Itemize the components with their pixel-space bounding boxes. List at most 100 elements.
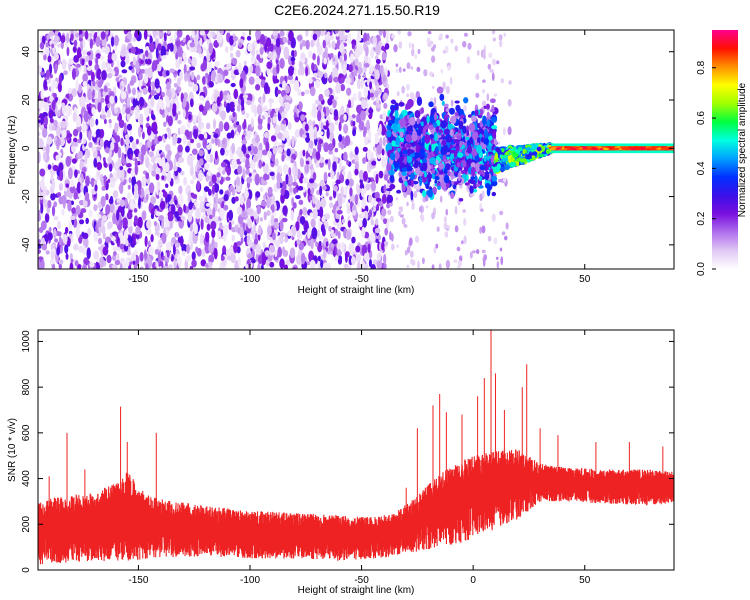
- heatmap-cell: [281, 135, 286, 142]
- heatmap-cell: [50, 173, 54, 182]
- heatmap-cell: [486, 187, 491, 197]
- heatmap-cell: [275, 37, 281, 48]
- heatmap-cell: [319, 161, 324, 168]
- heatmap-cell: [491, 191, 497, 197]
- heatmap-cell: [320, 223, 325, 234]
- heatmap-cell: [124, 38, 130, 43]
- heatmap-cell: [503, 32, 506, 37]
- heatmap-cell: [395, 68, 399, 73]
- heatmap-cell: [322, 262, 329, 269]
- heatmap-cell: [39, 41, 45, 50]
- heatmap-cell: [367, 243, 371, 254]
- heatmap-cell: [427, 188, 433, 198]
- heatmap-cell: [466, 159, 471, 163]
- heatmap-cell: [244, 186, 248, 196]
- heatmap-cell: [435, 159, 439, 165]
- heatmap-cell: [292, 181, 298, 186]
- heatmap-cell: [310, 39, 315, 48]
- heatmap-cell: [329, 196, 333, 201]
- heatmap-cell: [216, 230, 222, 239]
- heatmap-cell: [267, 186, 273, 195]
- heatmap-cell: [371, 160, 377, 166]
- heatmap-cell: [305, 160, 310, 165]
- heatmap-cell: [243, 60, 247, 67]
- heatmap-cell: [255, 65, 261, 77]
- heatmap-cell: [421, 158, 428, 163]
- heatmap-cell: [120, 257, 125, 263]
- heatmap-cell: [198, 46, 202, 55]
- heatmap-cell: [219, 189, 224, 195]
- heatmap-cell: [109, 195, 114, 204]
- heatmap-cell: [256, 204, 262, 215]
- heatmap-cell: [107, 156, 113, 164]
- heatmap-cell: [40, 71, 45, 76]
- heatmap-cell: [182, 51, 187, 60]
- heatmap-cell: [54, 63, 58, 70]
- heatmap-cell: [250, 117, 254, 128]
- heatmap-cell: [238, 42, 243, 48]
- heatmap-cell: [83, 138, 87, 145]
- heatmap-cell: [411, 259, 416, 266]
- heatmap-cell: [174, 243, 180, 248]
- heatmap-cell: [361, 226, 366, 239]
- heatmap-cell: [65, 155, 72, 167]
- heatmap-cell: [58, 183, 63, 192]
- heatmap-cell: [344, 30, 351, 33]
- heatmap-cell: [52, 164, 59, 172]
- heatmap-cell: [401, 217, 406, 225]
- heatmap-cell: [217, 167, 222, 172]
- heatmap-cell: [397, 123, 401, 131]
- heatmap-cell: [491, 30, 496, 35]
- heatmap-cell: [262, 163, 269, 174]
- heatmap-cell: [271, 153, 276, 163]
- heatmap-cell: [69, 262, 74, 269]
- heatmap-cell: [353, 70, 358, 77]
- heatmap-cell: [454, 100, 460, 104]
- heatmap-cell: [399, 118, 407, 128]
- heatmap-cell: [198, 104, 204, 112]
- heatmap-cell: [315, 151, 321, 161]
- heatmap-cell: [147, 138, 151, 149]
- heatmap-cell: [444, 114, 450, 118]
- heatmap-cell: [262, 92, 266, 103]
- heatmap-cell: [276, 172, 281, 184]
- heatmap-cell: [336, 242, 341, 250]
- heatmap-cell: [370, 264, 376, 269]
- heatmap-cell: [364, 41, 368, 48]
- heatmap-cell: [489, 98, 496, 104]
- heatmap-cell: [470, 179, 476, 185]
- heatmap-cell: [108, 119, 112, 124]
- heatmap-cell: [338, 250, 342, 256]
- heatmap-cell: [97, 81, 103, 88]
- heatmap-cell: [192, 114, 197, 123]
- heatmap-cell: [250, 64, 254, 73]
- heatmap-cell: [202, 75, 206, 85]
- heatmap-cell: [317, 255, 321, 262]
- heatmap-cell: [100, 55, 104, 61]
- heatmap-cell: [125, 239, 129, 247]
- heatmap-cell: [198, 195, 204, 202]
- heatmap-cell: [486, 164, 492, 168]
- heatmap-cell: [234, 196, 239, 202]
- heatmap-cell: [399, 160, 403, 166]
- heatmap-cell: [100, 128, 104, 139]
- heatmap-cell: [139, 113, 144, 126]
- heatmap-cell: [126, 97, 131, 107]
- heatmap-cell: [204, 216, 209, 224]
- heatmap-cell: [269, 261, 275, 268]
- heatmap-cell: [111, 53, 118, 62]
- heatmap-cell: [233, 88, 239, 100]
- heatmap-cell: [176, 77, 181, 87]
- heatmap-cell: [241, 144, 247, 155]
- heatmap-cell: [445, 182, 450, 189]
- heatmap-cell: [456, 162, 461, 168]
- heatmap-cell: [436, 182, 441, 186]
- heatmap-cell: [296, 35, 303, 41]
- heatmap-cell: [311, 106, 318, 119]
- heatmap-cell: [176, 45, 183, 58]
- heatmap-cell: [433, 246, 437, 254]
- heatmap-cell: [339, 55, 343, 63]
- heatmap-cell: [405, 176, 409, 180]
- heatmap-cell: [175, 232, 179, 238]
- heatmap-cell: [257, 254, 263, 265]
